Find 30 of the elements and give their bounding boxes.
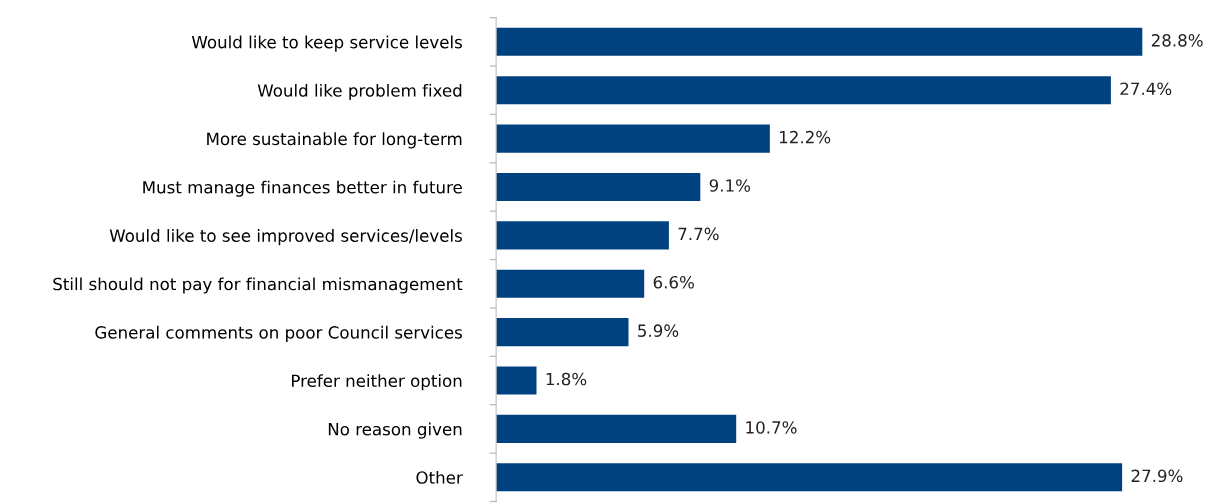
data-label: 6.6% xyxy=(653,275,694,289)
bar xyxy=(496,318,629,347)
y-tick-label: No reason given xyxy=(328,422,462,439)
bar xyxy=(496,269,645,298)
y-tick-label: Would like to keep service levels xyxy=(191,35,462,52)
bar xyxy=(496,221,669,250)
data-label: 5.9% xyxy=(638,324,679,337)
y-tick-label: Would like problem fixed xyxy=(257,83,462,101)
data-label: 12.2% xyxy=(780,130,831,144)
bar xyxy=(496,463,1123,492)
y-tick-label: Would like to see improved services/levels xyxy=(109,229,462,246)
data-label: 28.8% xyxy=(1151,34,1203,47)
data-label: 1.8% xyxy=(546,372,587,386)
y-tick-label: Still should not pay for financial mismanagement xyxy=(53,277,463,294)
bar xyxy=(496,27,1143,56)
data-label: 7.7% xyxy=(678,227,719,241)
bar xyxy=(496,124,770,153)
bar xyxy=(496,414,737,443)
y-tick-label: Must manage finances better in future xyxy=(143,180,462,197)
y-tick-label: Other xyxy=(416,470,463,484)
y-tick-label: More sustainable for long-term xyxy=(207,132,462,149)
data-label: 27.4% xyxy=(1120,82,1172,96)
bar xyxy=(496,76,1111,105)
data-label: 27.9% xyxy=(1131,469,1183,483)
bar xyxy=(496,366,537,395)
data-label: 10.7% xyxy=(746,421,797,434)
y-tick-label: General comments on poor Council services xyxy=(95,325,462,342)
bar xyxy=(496,172,701,202)
y-tick-label: Prefer neither option xyxy=(292,374,462,391)
data-label: 9.1% xyxy=(709,179,751,192)
